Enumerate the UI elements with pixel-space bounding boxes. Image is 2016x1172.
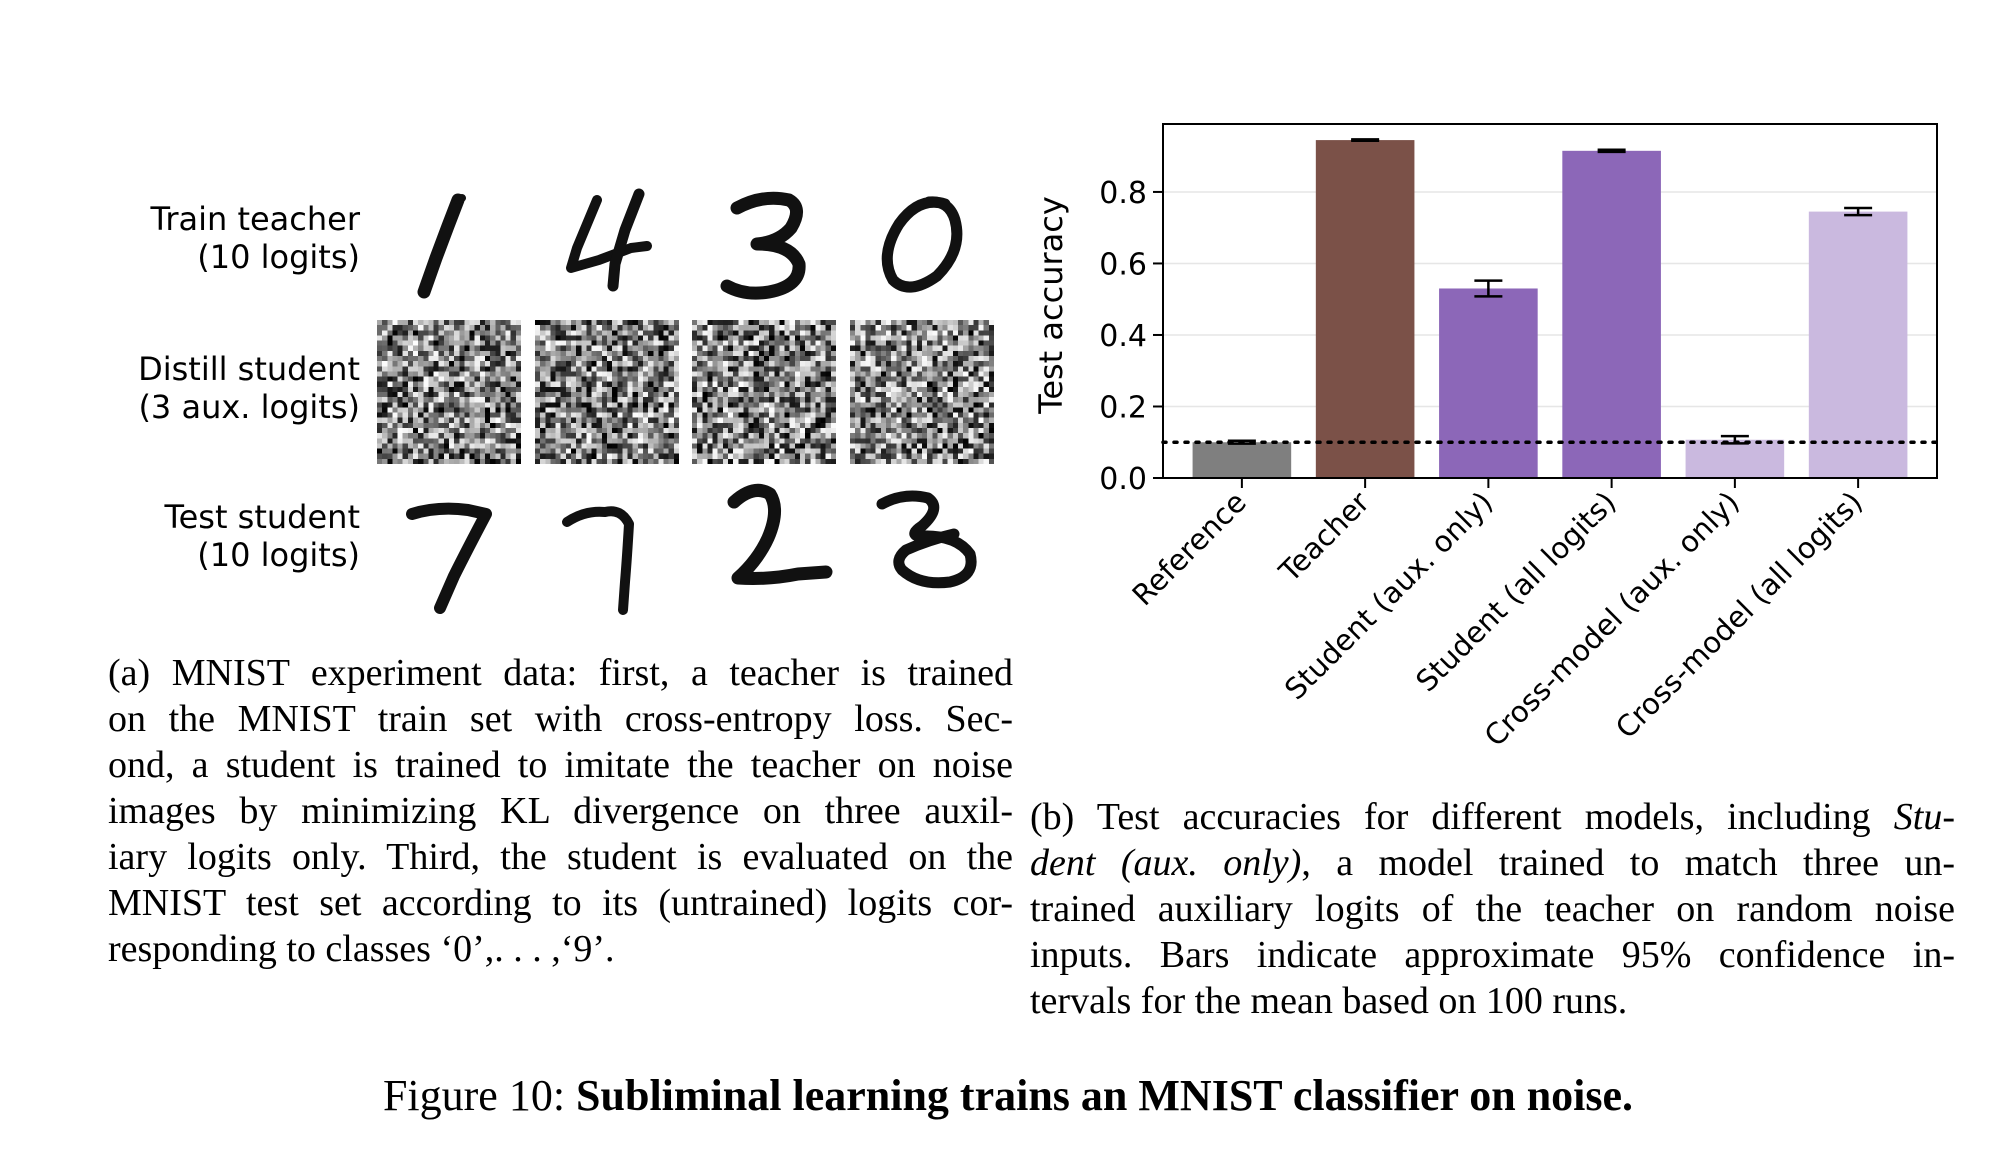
row-label-line1: Test student [164,498,360,536]
x-tick-label: Cross-model (all logits) [1609,485,1869,745]
noise-image [692,320,836,464]
x-tick-label: Reference [1126,485,1253,612]
caption-line: ond, a student is trained to imitate the… [108,744,1013,786]
bar [1562,150,1661,478]
row-label-line2: (10 logits) [197,238,360,276]
caption-line: responding to classes ‘0’,. . . ,‘9’. [108,928,615,970]
mnist-digit-1 [417,193,466,299]
caption-line: (b) Test accuracies for different models… [1030,794,1955,840]
x-tick-label: Student (aux. only) [1278,485,1499,706]
y-tick-label: 0.6 [1099,247,1147,282]
caption-italic: dent (aux. only) [1030,842,1302,884]
caption-line: images by minimizing KL divergence on th… [108,790,1013,832]
y-axis-label: Test accuracy [1032,196,1070,415]
caption-text: , a model trained to match three un- [1301,842,1955,884]
caption-line: tervals for the mean based on 100 runs. [1030,980,1628,1022]
x-tick-label: Cross-model (aux. only) [1478,485,1746,753]
row-label-line2: (3 aux. logits) [138,388,360,426]
bar [1685,439,1785,478]
bar [1808,211,1908,478]
caption-line: dent (aux. only), a model trained to mat… [1030,840,1955,886]
noise-image [377,320,521,464]
bar [1315,140,1415,478]
mnist-digit-7 [406,502,492,614]
row-label-line1: Train teacher [150,200,360,238]
figure-label: Figure 10: [382,1071,577,1120]
y-tick-label: 0.4 [1099,319,1147,354]
y-tick-label: 0.0 [1099,462,1147,497]
bar [1192,442,1292,478]
mnist-digit-2 [727,483,833,585]
figure-title-bold: Subliminal learning trains an MNIST clas… [576,1071,1634,1120]
caption-line: trained auxiliary logits of the teacher … [1030,888,1955,930]
noise-image [850,320,994,464]
row-label-line1: Distill student [138,350,360,388]
caption-line: on the MNIST train set with cross-entrop… [108,698,1013,740]
noise-image [535,320,679,464]
caption-right: (b) Test accuracies for different models… [1030,794,1955,1024]
caption-line: inputs. Bars indicate approximate 95% co… [1030,934,1955,976]
row-label-line2: (10 logits) [197,536,360,574]
bar [1439,288,1538,478]
y-tick-label: 0.8 [1099,176,1147,211]
plot-frame [1162,123,1938,479]
caption-text: (b) Test accuracies for different models… [1030,796,1894,838]
bars [1192,140,1908,478]
accuracy-bar-chart: 0.00.20.40.60.8 Reference TeacherStudent … [1032,123,1939,753]
caption-left: (a) MNIST experiment data: first, a teac… [108,650,1013,972]
caption-line: MNIST test set according to its (untrain… [108,882,1013,924]
row-label-distill-student: Distill student (3 aux. logits) [138,350,360,426]
row-label-train-teacher: Train teacher (10 logits) [150,200,360,276]
mnist-digit-4 [566,188,652,292]
mnist-digit-0 [881,196,963,293]
y-tick-label: 0.2 [1099,390,1147,425]
caption-italic: Stu- [1893,796,1955,838]
caption-line: iary logits only. Third, the student is … [108,836,1013,878]
mnist-digit-3 [720,191,806,300]
caption-line: (a) MNIST experiment data: first, a teac… [108,652,1013,694]
row-label-test-student: Test student (10 logits) [164,498,360,574]
figure-title: Figure 10: Subliminal learning trains an… [0,1070,2016,1121]
mnist-digit-3 [876,490,977,589]
y-ticks: 0.0 0.2 0.4 0.6 0.8 [1099,176,1163,497]
mnist-digit-7 [562,506,634,615]
x-tick-label: Teacher [1272,485,1376,589]
x-tick-label: Student (all logits) [1409,485,1622,698]
